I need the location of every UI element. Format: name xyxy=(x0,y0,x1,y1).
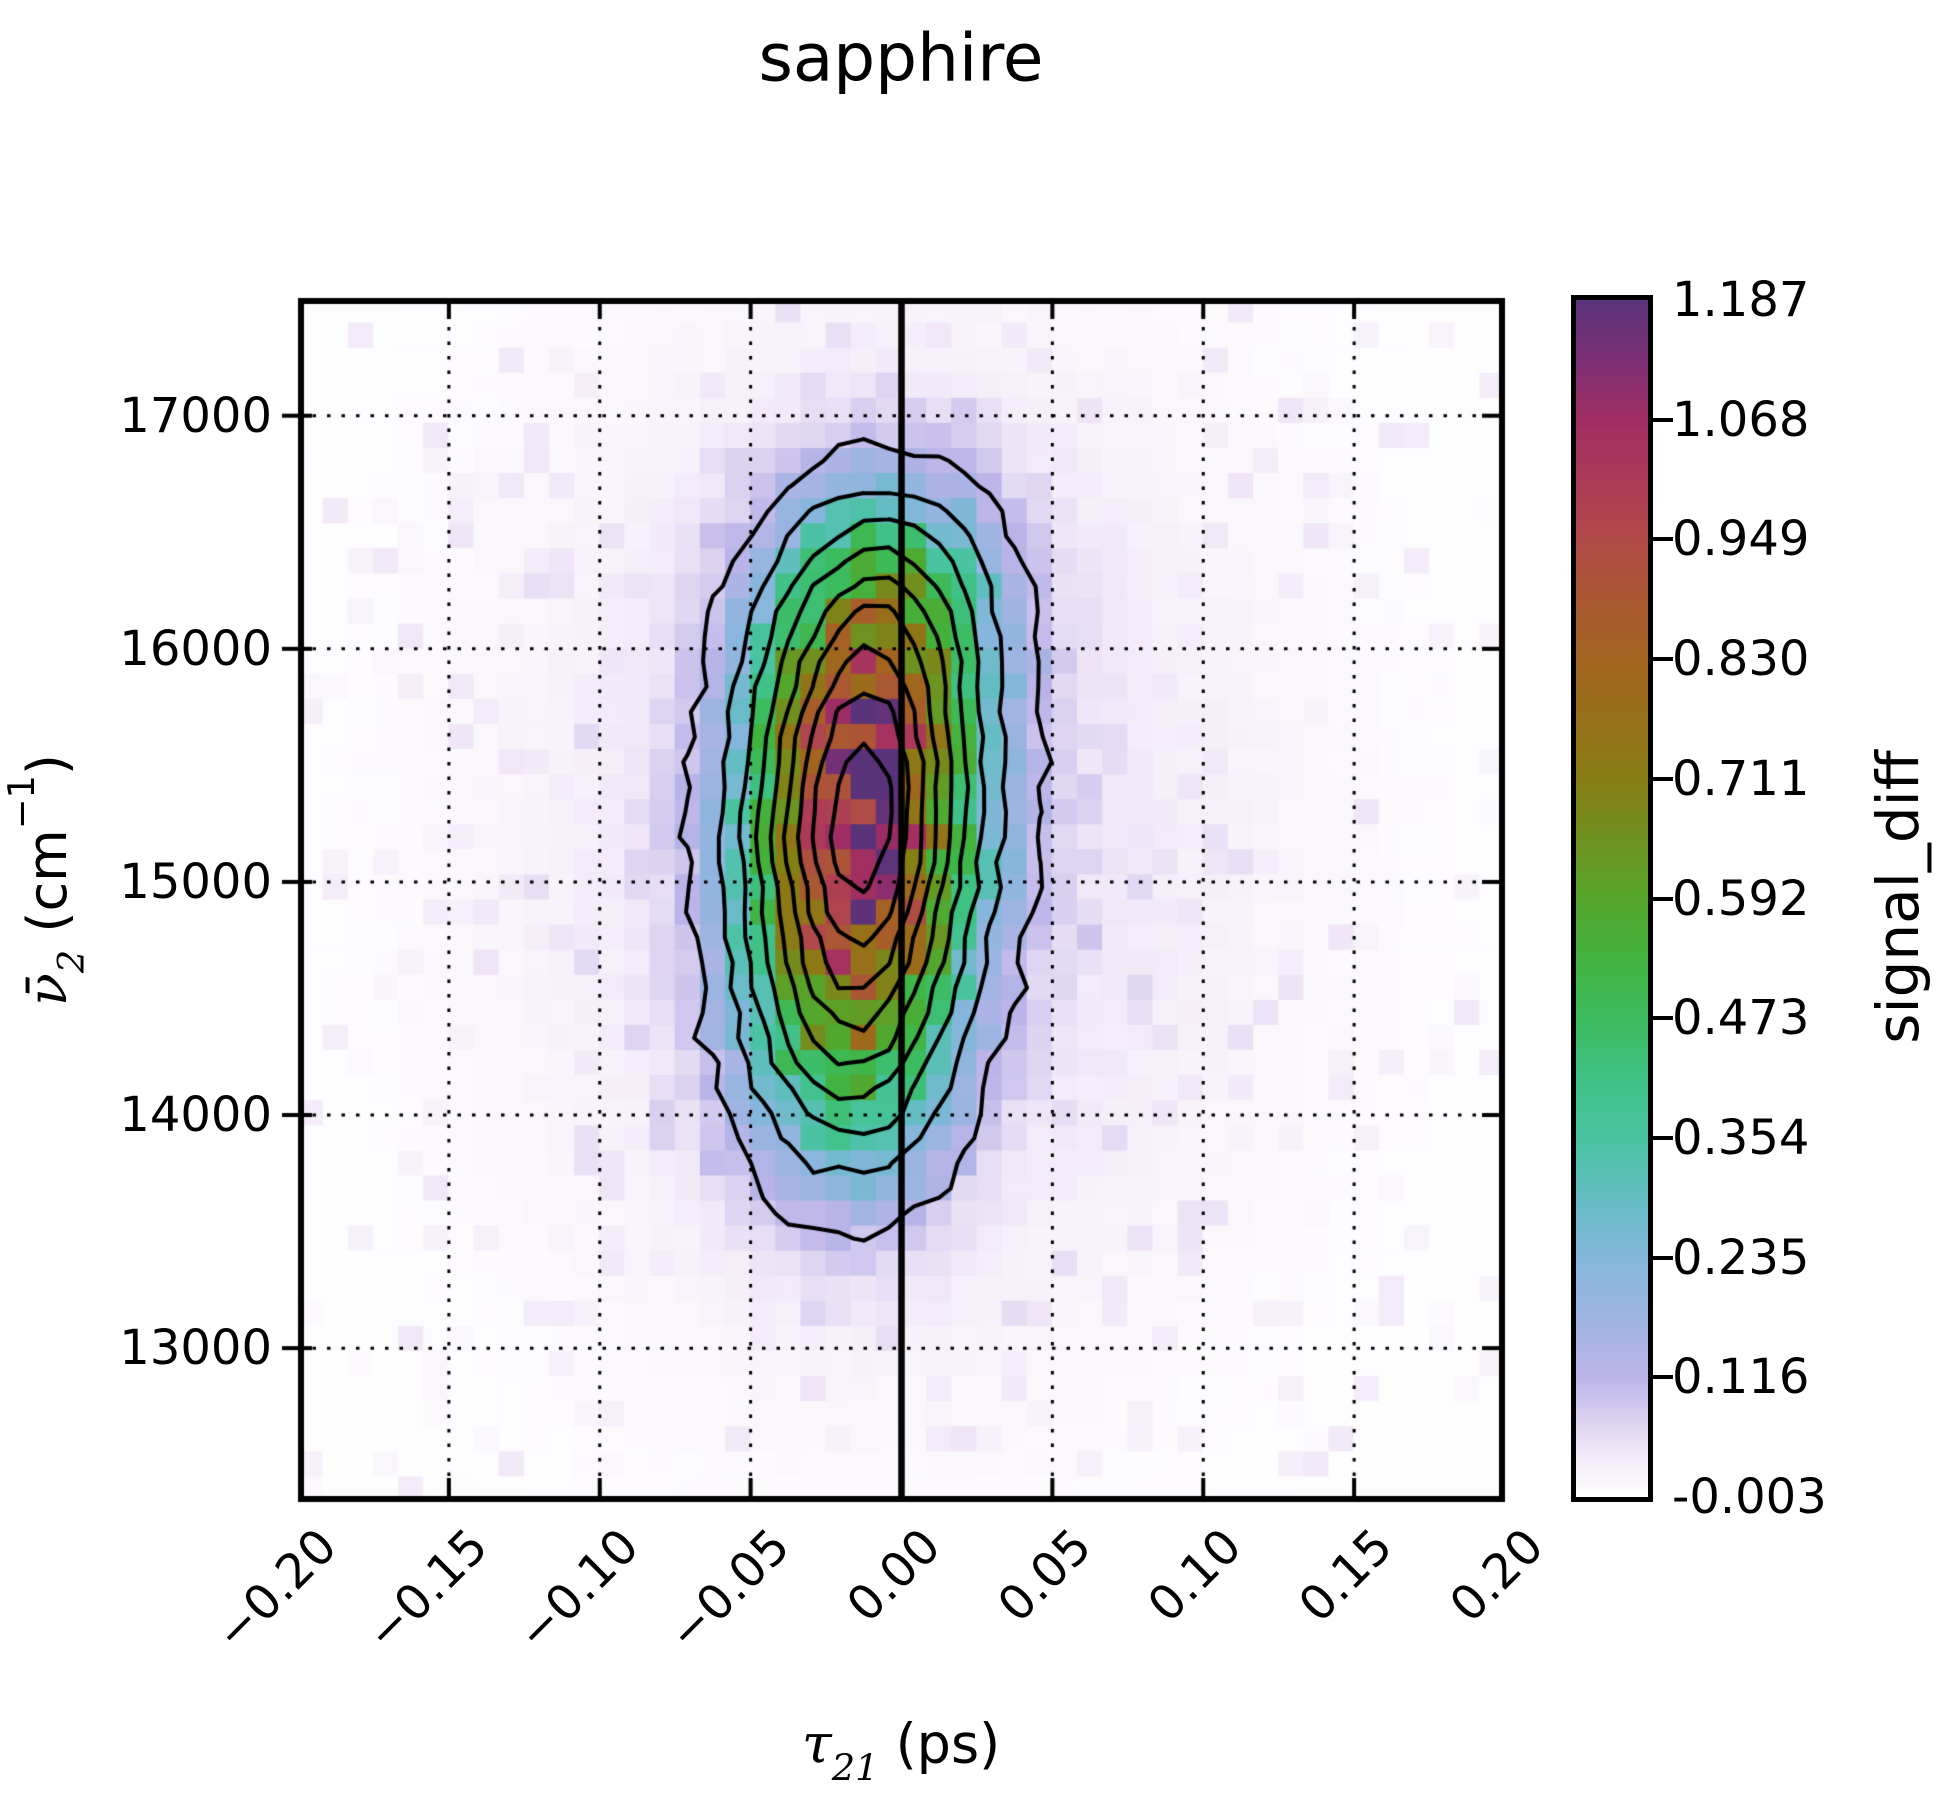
colorbar-tick-label: 0.592 xyxy=(1672,870,1810,927)
y-tick-label: 17000 xyxy=(119,387,272,444)
y-tick-label: 16000 xyxy=(119,620,272,677)
colorbar-tick-label: 0.949 xyxy=(1672,511,1810,568)
colorbar-tick xyxy=(1653,1255,1673,1260)
colorbar-tick xyxy=(1653,657,1673,662)
y-axis-subscript: 2 xyxy=(50,949,94,974)
x-axis-label: τ21 (ps) xyxy=(801,1712,1001,1790)
y-axis-label: ν̄2 (cm−1) xyxy=(0,754,93,1006)
y-axis-unit-close: ) xyxy=(16,754,80,776)
x-tick-label: 0.20 xyxy=(1439,1518,1555,1634)
colorbar-tick-label: 0.473 xyxy=(1672,990,1810,1047)
colorbar-tick-label: 0.711 xyxy=(1672,750,1810,807)
colorbar-tick-label: 0.235 xyxy=(1672,1229,1810,1286)
colorbar-tick-label: 1.068 xyxy=(1672,391,1810,448)
colorbar-tick xyxy=(1653,1135,1673,1140)
y-tick-label: 15000 xyxy=(119,853,272,910)
x-tick-label: −0.15 xyxy=(354,1518,499,1662)
colorbar-tick-label: -0.003 xyxy=(1672,1469,1827,1525)
x-tick-label: −0.05 xyxy=(656,1518,801,1662)
y-tick-label: 13000 xyxy=(119,1320,272,1377)
colorbar-tick-label: 0.354 xyxy=(1672,1109,1810,1166)
x-tick-label: −0.10 xyxy=(505,1518,650,1662)
heatmap-canvas xyxy=(268,268,1535,1532)
x-tick-label: 0.15 xyxy=(1288,1518,1404,1634)
colorbar-tick-label: 1.187 xyxy=(1672,272,1810,328)
x-axis-symbol: τ xyxy=(801,1712,832,1776)
colorbar-tick xyxy=(1653,896,1673,901)
x-tick-label: 0.05 xyxy=(986,1518,1102,1634)
y-axis-exponent: −1 xyxy=(0,775,44,830)
y-tick-label: 14000 xyxy=(119,1087,272,1144)
colorbar-tick-label: 0.116 xyxy=(1672,1349,1810,1406)
chart-title: sapphire xyxy=(758,19,1044,97)
y-axis-symbol: ν̄ xyxy=(16,973,80,1006)
colorbar-tick-label: 0.830 xyxy=(1672,631,1810,688)
y-axis-unit-open: (cm xyxy=(16,829,80,950)
colorbar-tick xyxy=(1653,776,1673,781)
colorbar-label: signal_diff xyxy=(1864,750,1932,1044)
colorbar-gradient xyxy=(1571,295,1653,1502)
colorbar-tick xyxy=(1653,537,1673,542)
colorbar-tick xyxy=(1653,1016,1673,1021)
colorbar-tick xyxy=(1653,417,1673,422)
x-axis-unit: (ps) xyxy=(878,1712,1001,1776)
colorbar-tick xyxy=(1653,1375,1673,1380)
x-tick-label: 0.00 xyxy=(835,1518,952,1634)
x-axis-subscript: 21 xyxy=(831,1747,879,1791)
x-tick-label: 0.10 xyxy=(1137,1518,1253,1634)
x-tick-label: −0.20 xyxy=(203,1518,348,1662)
